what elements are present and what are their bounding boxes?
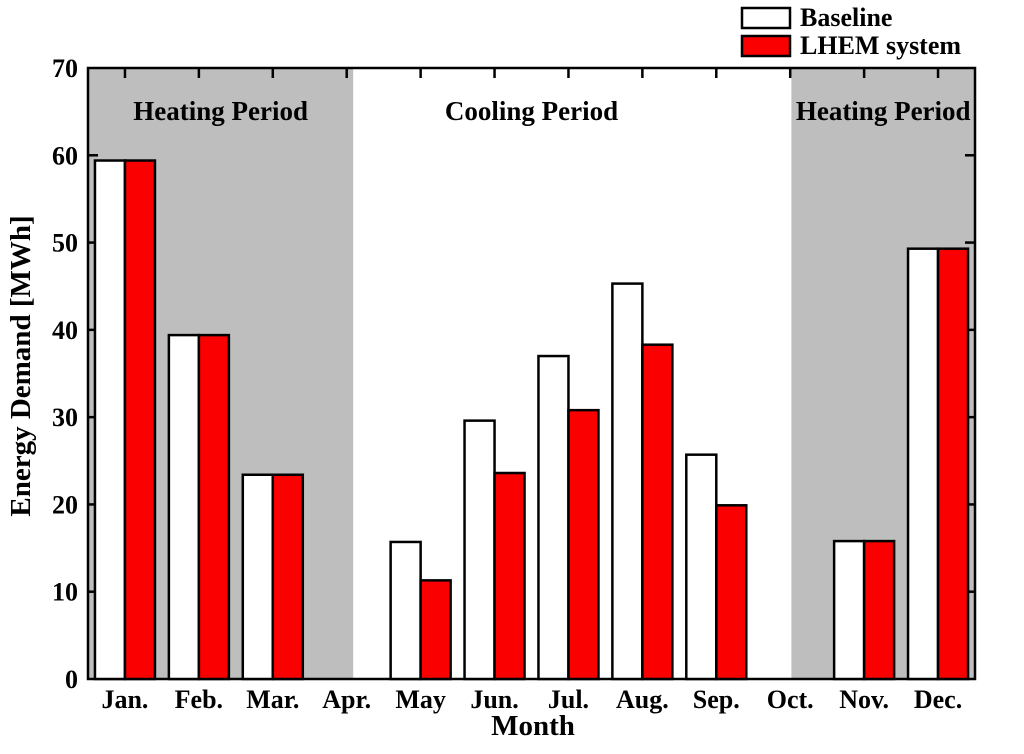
- period-label-cooling-period-1: Cooling Period: [445, 96, 618, 126]
- bar-baseline-feb: [167, 333, 201, 681]
- bar-lhem-system-aug: [641, 343, 674, 681]
- legend-label-baseline: Baseline: [800, 3, 892, 32]
- bar-lhem-system-feb: [197, 333, 231, 681]
- y-tick-label-20: 20: [52, 490, 78, 519]
- bar-baseline-jul: [537, 354, 570, 681]
- month-label-oct: Oct.: [767, 685, 814, 714]
- bar-lhem-system-jan: [123, 159, 157, 681]
- y-tick-label-50: 50: [52, 229, 78, 258]
- y-axis-title: Energy Demand [MWh]: [5, 215, 37, 516]
- bar-lhem-system-dec: [936, 247, 970, 681]
- bar-baseline-dec: [906, 247, 940, 681]
- y-tick-label-60: 60: [52, 141, 78, 170]
- bar-baseline-may: [389, 540, 422, 681]
- bar-lhem-system-may: [419, 579, 452, 681]
- bar-baseline-mar: [241, 473, 275, 681]
- bar-lhem-system-jul: [567, 408, 600, 681]
- legend-label-lhem-system: LHEM system: [800, 31, 961, 60]
- month-label-nov: Nov.: [839, 685, 889, 714]
- month-label-jan: Jan.: [101, 685, 148, 714]
- bar-lhem-system-jun: [493, 471, 526, 681]
- month-label-mar: Mar.: [246, 685, 299, 714]
- x-axis-title: Month: [491, 710, 575, 742]
- bar-lhem-system-nov: [862, 539, 896, 681]
- bar-lhem-system-mar: [271, 473, 305, 681]
- y-tick-label-30: 30: [52, 403, 78, 432]
- period-label-heating-period-0: Heating Period: [133, 96, 308, 126]
- y-tick-label-0: 0: [65, 665, 78, 694]
- month-label-sep: Sep.: [693, 685, 740, 714]
- bar-baseline-jun: [463, 419, 496, 681]
- plot-border: [86, 66, 977, 681]
- y-tick-label-70: 70: [52, 54, 78, 83]
- y-tick-label-10: 10: [52, 578, 78, 607]
- month-label-apr: Apr.: [322, 685, 371, 714]
- bar-baseline-jan: [93, 159, 127, 681]
- month-label-dec: Dec.: [914, 685, 962, 714]
- bar-baseline-sep: [685, 453, 718, 681]
- bar-baseline-aug: [611, 282, 644, 681]
- month-label-aug: Aug.: [616, 685, 669, 714]
- month-label-jun: Jun.: [470, 685, 518, 714]
- period-label-heating-period-2: Heating Period: [796, 96, 971, 126]
- month-label-feb: Feb.: [175, 685, 223, 714]
- bar-baseline-nov: [832, 539, 866, 681]
- legend-swatch-baseline: [740, 6, 792, 30]
- legend-swatch-lhem-system: [740, 34, 792, 58]
- y-tick-label-40: 40: [52, 316, 78, 345]
- bar-lhem-system-sep: [715, 504, 748, 681]
- month-label-jul: Jul.: [548, 685, 589, 714]
- month-label-may: May: [395, 685, 446, 714]
